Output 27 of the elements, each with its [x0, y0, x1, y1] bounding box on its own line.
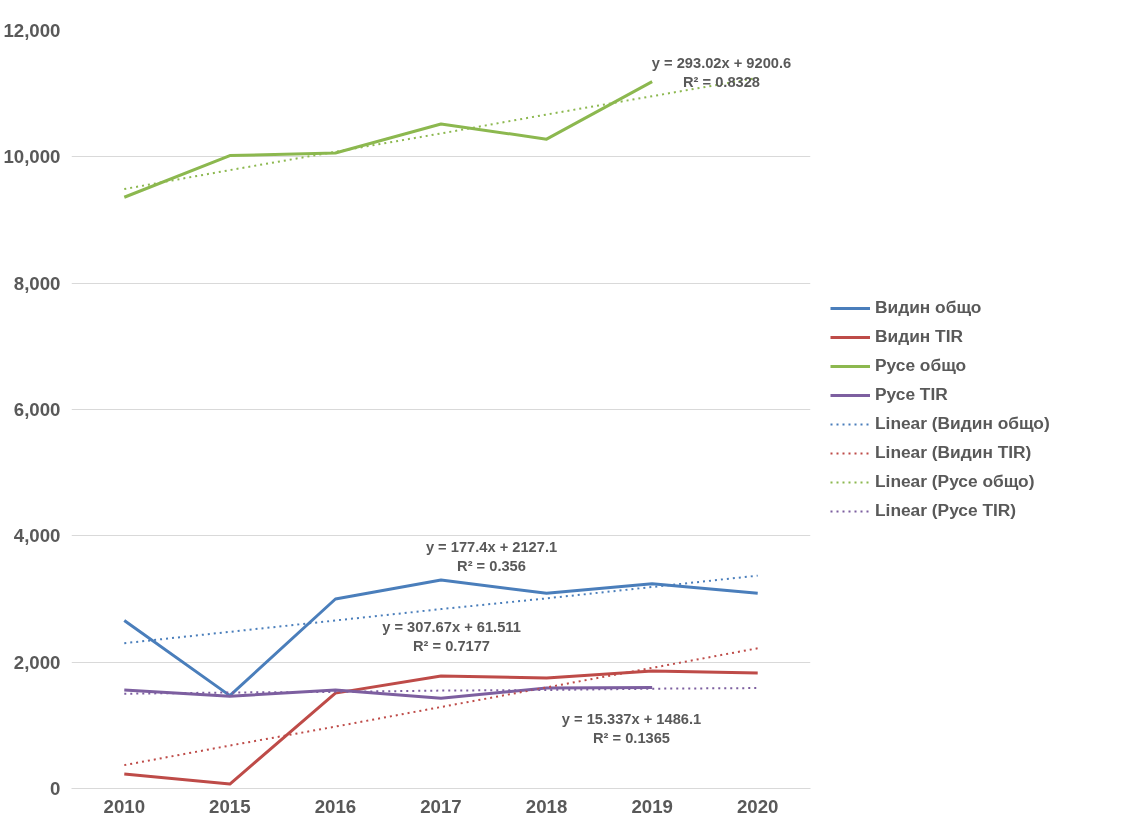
y-tick-label: 8,000 [13, 272, 61, 294]
y-tick-label: 12,000 [3, 20, 61, 41]
legend-label: Linear (Русе общо) [875, 471, 1035, 492]
legend-label: Linear (Русе TIR) [875, 500, 1017, 521]
x-tick-label: 2015 [209, 795, 251, 817]
y-tick-label: 0 [50, 778, 61, 799]
annotation: y = 307.67x + 61.511 R² = 0.7177 [382, 618, 521, 655]
x-tick-label: 2010 [103, 795, 146, 817]
y-tick-label: 2,000 [13, 651, 61, 673]
legend-label: Русе общо [875, 355, 967, 376]
y-tick-label: 6,000 [13, 399, 61, 420]
annotation: y = 15.337x + 1486.1 R² = 0.1365 [561, 710, 702, 747]
annotation: y = 293.02x + 9200.6 R² = 0.8328 [651, 54, 792, 91]
y-tick-label: 10,000 [3, 146, 61, 168]
x-tick-label: 2020 [736, 795, 779, 817]
y-tick-label: 4,000 [13, 525, 61, 547]
x-tick-label: 2018 [525, 795, 568, 817]
x-tick-label: 2016 [314, 795, 357, 817]
line-series [122, 578, 760, 698]
legend-label: Linear (Видин TIR) [875, 442, 1032, 463]
annotation: y = 177.4x + 2127.1 R² = 0.356 [425, 538, 558, 575]
legend-label: Видин TIR [875, 326, 964, 347]
legend-label: Linear (Видин общо) [875, 413, 1050, 434]
legend-label: Видин общо [875, 297, 982, 318]
x-tick-label: 2017 [420, 795, 462, 817]
legend-label: Русе TIR [875, 384, 948, 405]
x-tick-label: 2019 [631, 795, 673, 817]
